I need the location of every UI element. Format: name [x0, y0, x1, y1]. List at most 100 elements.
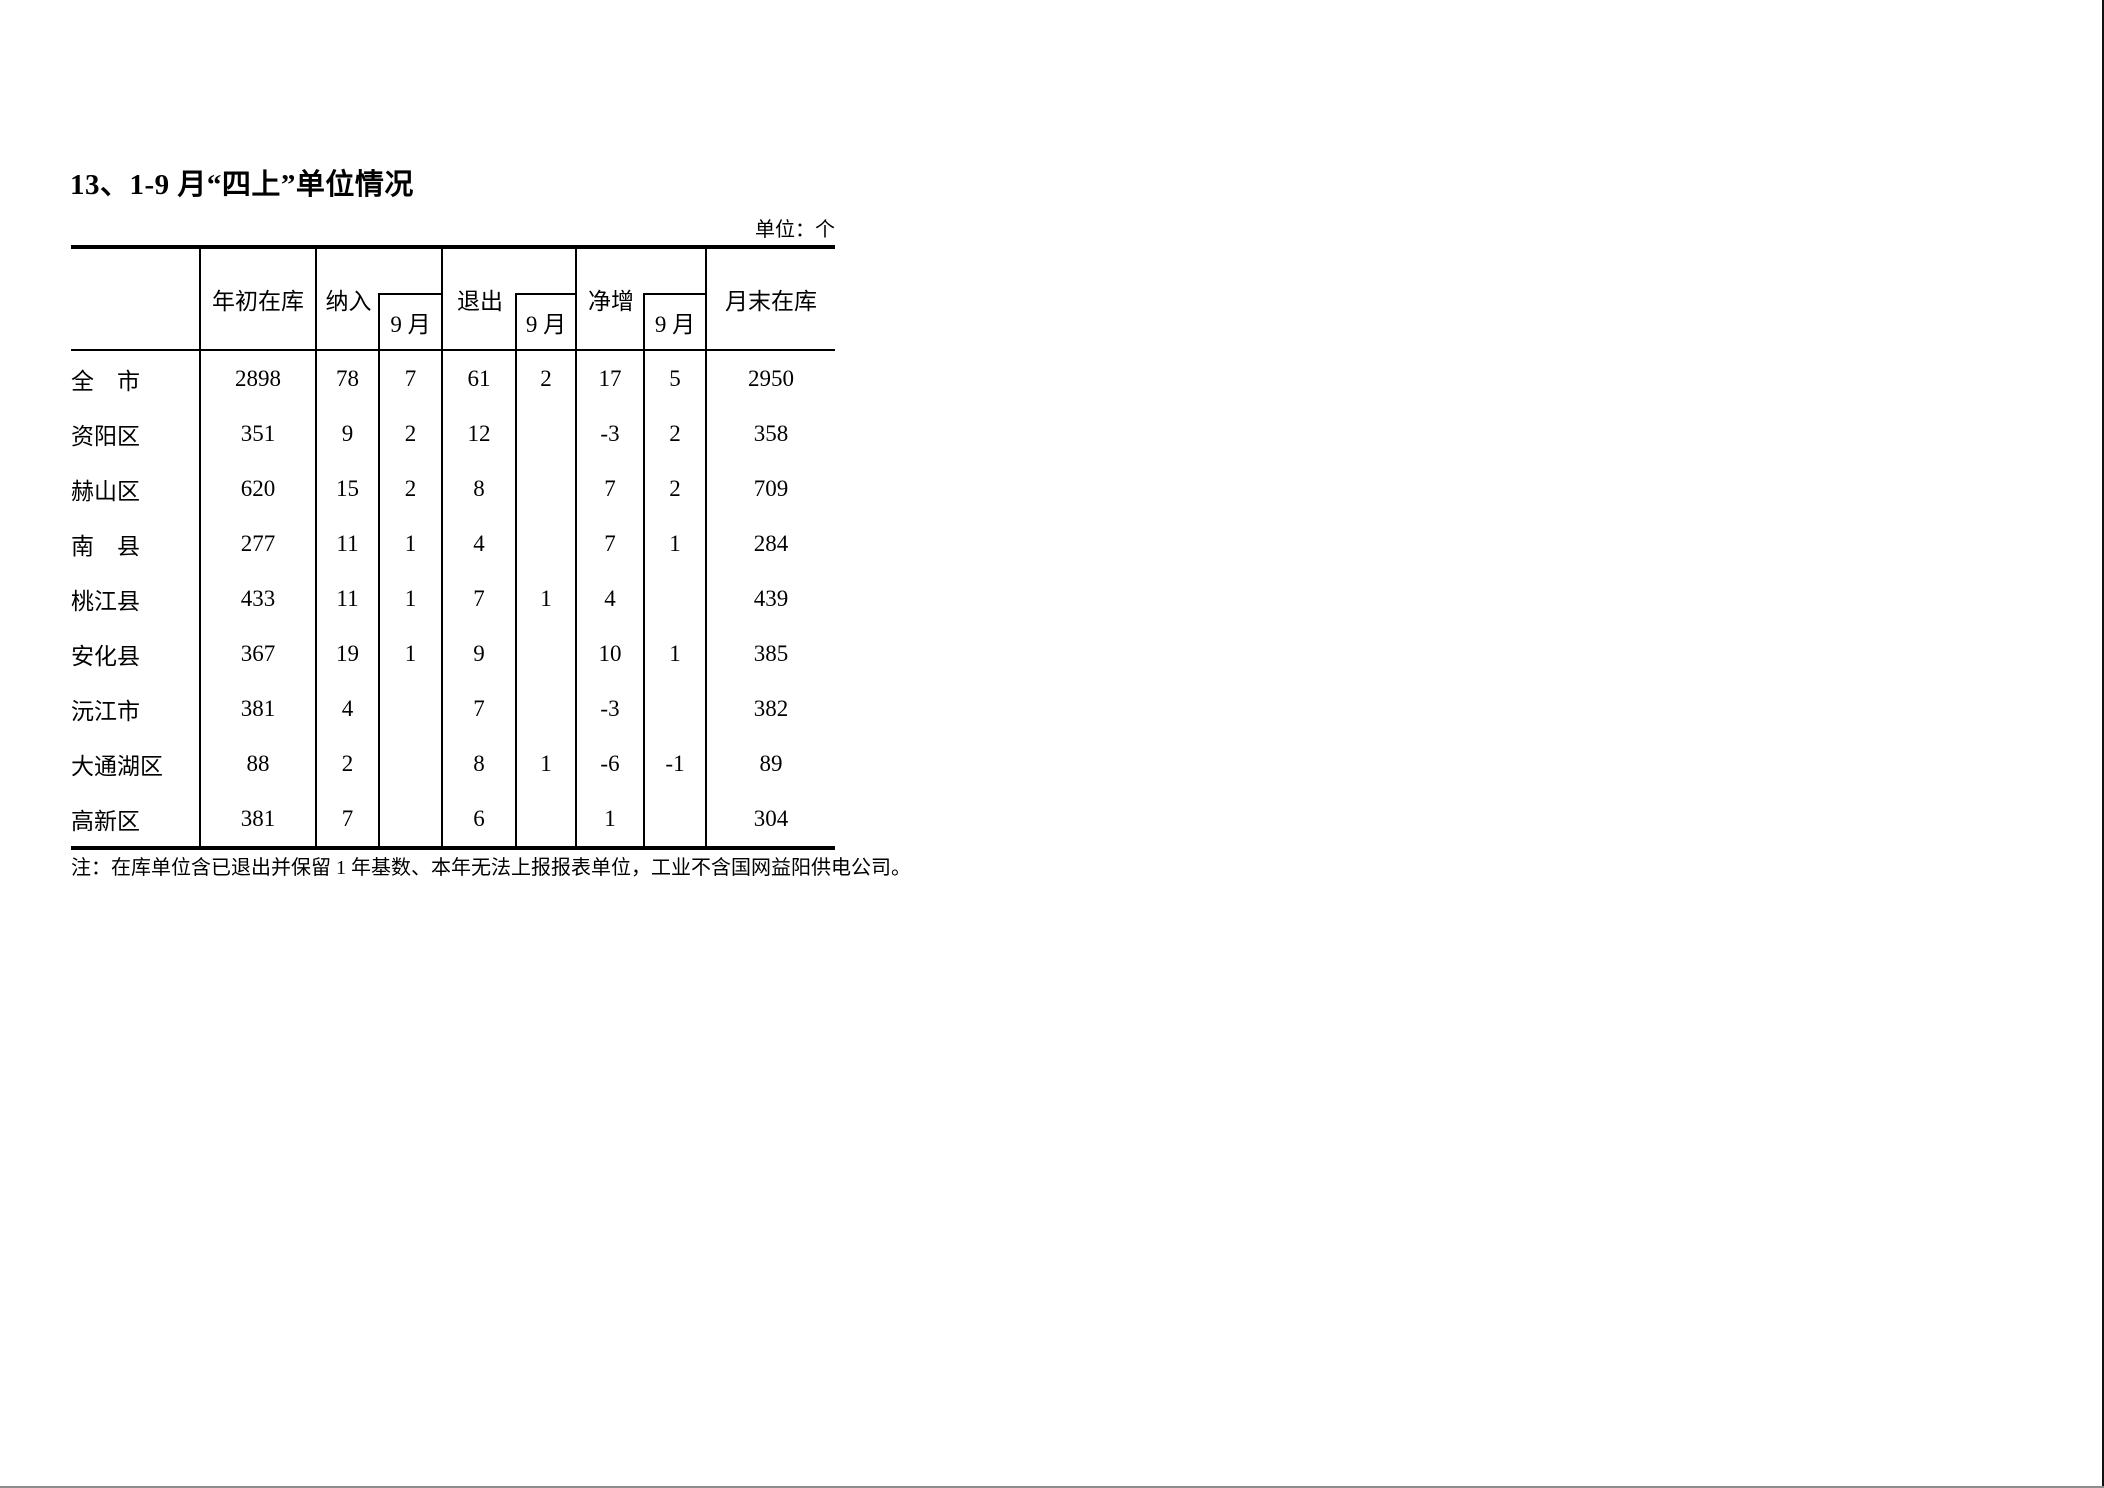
cell-end-stock: 709 — [705, 461, 835, 516]
cell-included-sep: 7 — [378, 350, 442, 406]
cell-exited-sep — [515, 461, 576, 516]
unit-label: 单位：个 — [755, 219, 835, 241]
cell-end-stock: 382 — [705, 681, 835, 736]
cell-end-stock: 284 — [705, 516, 835, 571]
cell-included-sep: 2 — [378, 406, 442, 461]
region-label: 赫山区 — [71, 478, 140, 504]
header-net-september-label: 9 月 — [654, 312, 696, 337]
cell-start-stock: 381 — [199, 791, 316, 848]
cell-net-sep: 5 — [643, 350, 706, 406]
cell-included: 11 — [315, 571, 379, 626]
header-end-stock: 月末在库 — [705, 247, 835, 351]
header-start-stock: 年初在库 — [199, 247, 316, 351]
header-region — [71, 247, 200, 351]
cell-included-sep — [378, 681, 442, 736]
cell-end-stock: 439 — [705, 571, 835, 626]
region-label: 资阳区 — [71, 423, 140, 449]
cell-net-sep — [643, 791, 706, 848]
header-exited-label: 退出 — [457, 289, 503, 314]
cell-included: 78 — [315, 350, 379, 406]
table-row: 资阳区 351 9 2 12 -3 2 358 — [71, 406, 835, 461]
cell-net: 7 — [575, 516, 644, 571]
cell-start-stock: 433 — [199, 571, 316, 626]
cell-start-stock: 88 — [199, 736, 316, 791]
cell-included: 2 — [315, 736, 379, 791]
table-row: 高新区 381 7 6 1 304 — [71, 791, 835, 848]
cell-included-sep: 2 — [378, 461, 442, 516]
cell-net: 10 — [575, 626, 644, 681]
cell-included-sep: 1 — [378, 516, 442, 571]
cell-exited: 61 — [441, 350, 516, 406]
header-included-september-label: 9 月 — [390, 312, 431, 337]
header-included-september: 9 月 — [378, 293, 441, 349]
cell-included-sep: 1 — [378, 626, 442, 681]
region-label: 桃江县 — [71, 588, 140, 614]
table-row: 安化县 367 19 1 9 10 1 385 — [71, 626, 835, 681]
cell-included-sep — [378, 736, 442, 791]
header-net-september: 9 月 — [643, 293, 705, 349]
cell-exited: 6 — [441, 791, 516, 848]
table-row: 赫山区 620 15 2 8 7 2 709 — [71, 461, 835, 516]
region-label: 南 县 — [71, 533, 140, 559]
cell-exited: 8 — [441, 736, 516, 791]
cell-exited: 8 — [441, 461, 516, 516]
cell-end-stock: 358 — [705, 406, 835, 461]
header-included-label: 纳入 — [325, 289, 372, 314]
cell-exited: 7 — [441, 571, 516, 626]
cell-start-stock: 367 — [199, 626, 316, 681]
units-table-wrapper: 年初在库 纳入 9 月 退出 9 月 净增 9 月 月末在库 — [71, 245, 835, 850]
region-label: 大通湖区 — [71, 753, 163, 779]
cell-net-sep: -1 — [643, 736, 706, 791]
cell-exited-sep — [515, 791, 576, 848]
cell-included: 7 — [315, 791, 379, 848]
header-group-included: 纳入 9 月 — [315, 247, 442, 351]
header-net-label: 净增 — [588, 289, 634, 314]
cell-included: 4 — [315, 681, 379, 736]
cell-net: -3 — [575, 406, 644, 461]
cell-net-sep: 2 — [643, 461, 706, 516]
cell-net: 7 — [575, 461, 644, 516]
cell-end-stock: 89 — [705, 736, 835, 791]
cell-exited-sep — [515, 626, 576, 681]
page-title: 13、1-9 月“四上”单位情况 — [70, 169, 414, 201]
table-header-row: 年初在库 纳入 9 月 退出 9 月 净增 9 月 月末在库 — [71, 247, 835, 351]
page-right-edge-line — [2102, 0, 2104, 1488]
cell-included-sep: 1 — [378, 571, 442, 626]
table-row: 全 市 2898 78 7 61 2 17 5 2950 — [71, 350, 835, 406]
cell-exited-sep: 2 — [515, 350, 576, 406]
cell-exited: 9 — [441, 626, 516, 681]
cell-net-sep: 2 — [643, 406, 706, 461]
cell-start-stock: 351 — [199, 406, 316, 461]
cell-net-sep: 1 — [643, 516, 706, 571]
cell-included: 19 — [315, 626, 379, 681]
cell-included: 11 — [315, 516, 379, 571]
header-group-exited: 退出 9 月 — [441, 247, 576, 351]
header-group-net: 净增 9 月 — [575, 247, 706, 351]
table-row: 桃江县 433 11 1 7 1 4 439 — [71, 571, 835, 626]
region-label: 沅江市 — [71, 698, 140, 724]
cell-included-sep — [378, 791, 442, 848]
cell-net: -3 — [575, 681, 644, 736]
cell-exited-sep — [515, 406, 576, 461]
region-label: 全 市 — [71, 368, 140, 394]
header-exited-september-label: 9 月 — [525, 312, 567, 337]
cell-end-stock: 385 — [705, 626, 835, 681]
header-exited-september: 9 月 — [515, 293, 575, 349]
cell-start-stock: 620 — [199, 461, 316, 516]
cell-exited: 4 — [441, 516, 516, 571]
cell-end-stock: 2950 — [705, 350, 835, 406]
page-bottom-edge-line — [0, 1486, 2104, 1488]
region-label: 安化县 — [71, 643, 140, 669]
table-row: 南 县 277 11 1 4 7 1 284 — [71, 516, 835, 571]
cell-exited-sep: 1 — [515, 571, 576, 626]
cell-start-stock: 277 — [199, 516, 316, 571]
cell-net-sep: 1 — [643, 626, 706, 681]
cell-exited: 7 — [441, 681, 516, 736]
cell-net-sep — [643, 571, 706, 626]
cell-included: 9 — [315, 406, 379, 461]
table-footnote: 注：在库单位含已退出并保留 1 年基数、本年无法上报报表单位，工业不含国网益阳供… — [71, 857, 911, 879]
table-row: 大通湖区 88 2 8 1 -6 -1 89 — [71, 736, 835, 791]
cell-exited: 12 — [441, 406, 516, 461]
cell-exited-sep — [515, 516, 576, 571]
